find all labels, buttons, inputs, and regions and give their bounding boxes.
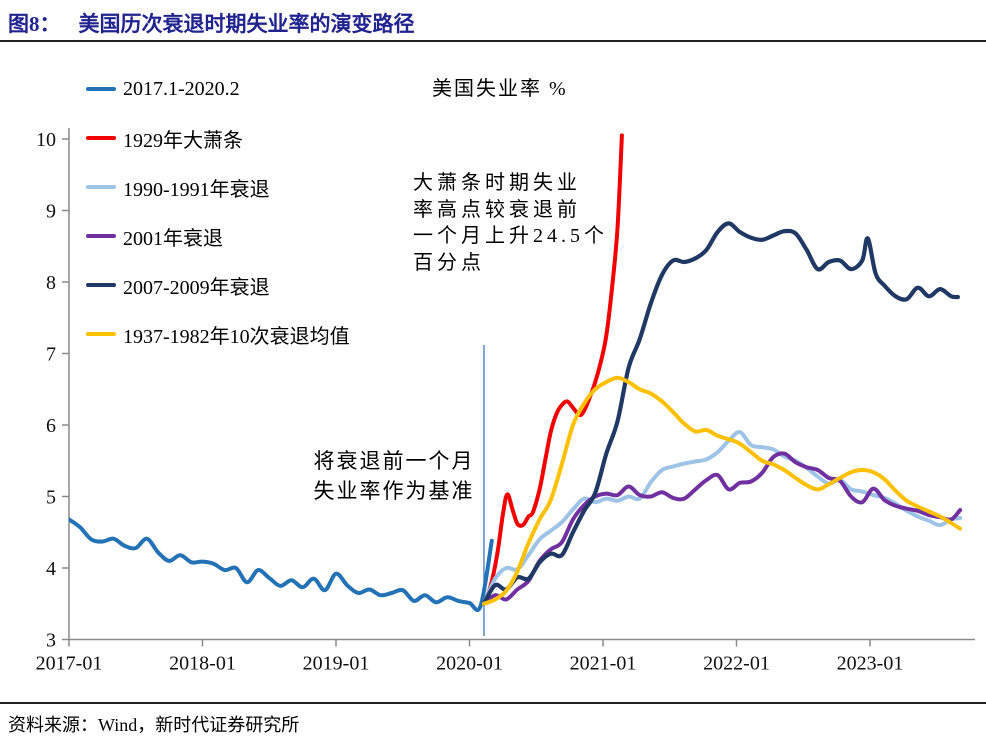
x-tick-label: 2017-01 (36, 653, 103, 675)
series-line-2001年衰退 (482, 451, 963, 606)
series-line-1937-1982年10次衰退均值 (482, 375, 963, 606)
figure-label: 图8： (8, 12, 61, 36)
legend-label: 2007-2009年衰退 (123, 276, 270, 299)
y-tick-label: 10 (36, 129, 56, 151)
x-tick-label: 2020-01 (436, 653, 503, 675)
title-divider (0, 40, 986, 42)
legend-item: 2007-2009年衰退 (86, 274, 350, 299)
series-line-1990-1991年衰退 (482, 430, 963, 606)
legend-swatch (86, 87, 116, 91)
x-tick-label: 2018-01 (169, 653, 236, 675)
legend-item: 2017.1-2020.2 (86, 78, 350, 100)
footer-divider (0, 702, 986, 704)
series-line-2017.1-2020.2 (69, 517, 494, 612)
legend-label: 2001年衰退 (123, 227, 223, 250)
x-tick-label: 2022-01 (703, 653, 770, 675)
legend-item: 1990-1991年衰退 (86, 176, 350, 201)
legend-label: 2017.1-2020.2 (123, 77, 240, 100)
baseline-annotation: 将衰退前一个月 失业率作为基准 (313, 449, 475, 503)
legend-label: 1990-1991年衰退 (123, 178, 270, 201)
x-tick-label: 2019-01 (303, 653, 370, 675)
legend-swatch (86, 283, 116, 287)
legend-swatch (86, 234, 116, 238)
legend-swatch (86, 332, 116, 336)
y-tick-label: 3 (46, 630, 56, 652)
series-line-2007-2009年衰退 (481, 221, 960, 606)
y-tick-label: 4 (46, 558, 56, 580)
legend-swatch (86, 136, 116, 140)
source-line: 资料来源：Wind，新时代证券研究所 (8, 715, 300, 735)
legend-swatch (86, 185, 116, 189)
legend-item: 1937-1982年10次衰退均值 (86, 323, 350, 348)
y-tick-label: 6 (46, 415, 56, 437)
legend-label: 1937-1982年10次衰退均值 (123, 325, 350, 348)
series-line-1929年大萧条 (482, 133, 624, 606)
figure-header: 图8： 美国历次衰退时期失业率的演变路径 (8, 8, 415, 38)
chart-heading: 美国失业率 % (432, 78, 568, 100)
legend-label: 1929年大萧条 (123, 129, 243, 152)
y-tick-label: 7 (46, 344, 56, 366)
x-tick-label: 2021-01 (570, 653, 637, 675)
y-tick-label: 8 (46, 272, 56, 294)
y-tick-label: 5 (46, 487, 56, 509)
legend-item: 2001年衰退 (86, 225, 350, 250)
figure-title: 美国历次衰退时期失业率的演变路径 (78, 12, 415, 36)
depression-annotation: 大萧条时期失业 率高点较衰退前 一个月上升24.5个 百分点 (413, 172, 608, 274)
legend: 2017.1-2020.2 1929年大萧条 1990-1991年衰退 2001年衰退… (86, 78, 350, 348)
x-tick-label: 2023-01 (837, 653, 904, 675)
y-tick-label: 9 (46, 201, 56, 223)
legend-item: 1929年大萧条 (86, 127, 350, 152)
